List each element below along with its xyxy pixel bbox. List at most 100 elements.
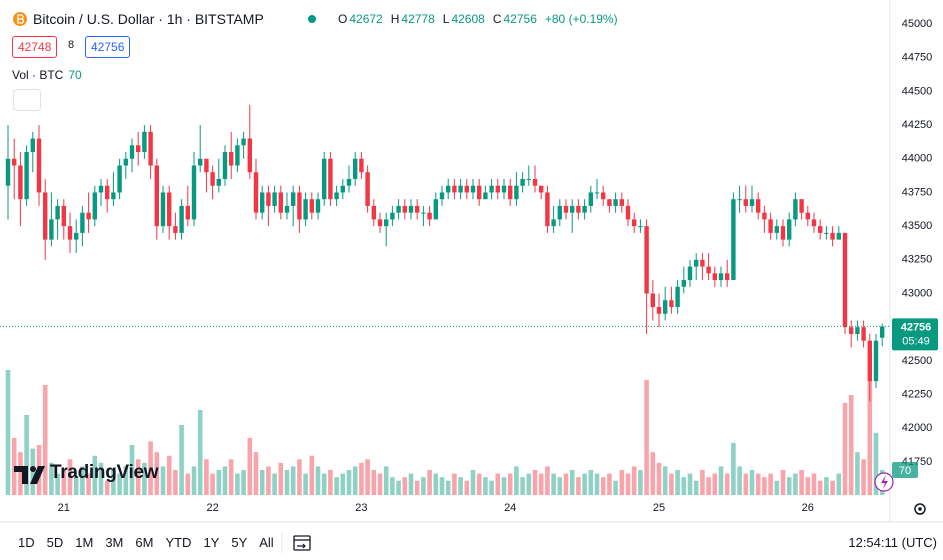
y-tick-label: 43000 <box>902 287 933 299</box>
volume-bar <box>805 477 811 495</box>
candle-body <box>793 199 798 220</box>
volume-bar <box>476 473 482 495</box>
volume-bar <box>786 477 792 495</box>
candle-body <box>563 205 569 213</box>
candle-body <box>489 185 494 193</box>
volume-bar <box>328 470 333 495</box>
candle-body <box>129 145 135 159</box>
candle-body <box>526 178 531 180</box>
candle-body <box>365 172 370 206</box>
candle-body <box>98 185 104 193</box>
volume-bar <box>662 466 668 495</box>
volume-bar <box>73 477 79 495</box>
candle-body <box>117 165 122 193</box>
volume-bar <box>638 470 643 495</box>
candle-body <box>61 205 66 227</box>
ask-button[interactable]: 42756 <box>85 36 131 58</box>
volume-bar <box>861 459 866 495</box>
date-range-icon[interactable] <box>293 535 311 551</box>
volume-tag-label: 70 <box>899 465 911 477</box>
candle-body <box>687 266 693 281</box>
period-button[interactable]: 1D <box>18 535 35 550</box>
volume-bar <box>402 477 408 495</box>
volume-bar <box>266 466 271 495</box>
ohlc-value: 42778 <box>401 12 435 26</box>
volume-bar <box>352 466 358 495</box>
candle-body <box>725 273 730 281</box>
settings-icon[interactable] <box>914 503 926 515</box>
candle-body <box>873 340 879 382</box>
candle-body <box>588 192 593 206</box>
period-button[interactable]: YTD <box>165 535 192 550</box>
volume-bar <box>762 477 767 495</box>
candle-body <box>774 226 779 233</box>
period-button[interactable]: 5Y <box>231 535 248 550</box>
volume-bar <box>340 473 346 495</box>
volume-bar <box>551 473 556 495</box>
period-button[interactable]: 1M <box>75 535 94 550</box>
candle-body <box>576 205 581 213</box>
y-tick-label: 44250 <box>902 119 933 131</box>
candle-body <box>179 205 184 233</box>
candle-body <box>396 205 401 213</box>
x-tick-label: 25 <box>653 502 665 514</box>
volume-bar <box>191 466 197 495</box>
volume-bar <box>644 380 649 495</box>
candle-body <box>291 192 296 206</box>
candle-body <box>36 138 42 193</box>
volume-bar <box>737 466 742 495</box>
candle-body <box>55 205 60 220</box>
volume-bar <box>470 470 476 495</box>
candle-body <box>334 192 339 200</box>
candle-body <box>508 185 513 200</box>
candle-body <box>446 185 451 193</box>
candle-body <box>650 293 655 308</box>
candle-layer <box>5 104 885 402</box>
period-button[interactable]: 3M <box>105 535 124 550</box>
candle-body <box>625 205 631 220</box>
volume-bar <box>824 477 829 495</box>
candle-body <box>346 178 352 186</box>
bid-button[interactable]: 42748 <box>12 36 58 58</box>
volume-bar <box>315 466 321 495</box>
volume-bar <box>706 477 711 495</box>
candle-body <box>570 205 575 213</box>
volume-bar <box>848 395 854 495</box>
countdown: 05:49 <box>902 335 930 347</box>
volume-bar <box>532 470 538 495</box>
candle-body <box>514 185 519 200</box>
volume-bar <box>439 477 445 495</box>
candle-body <box>601 192 606 200</box>
volume-bar <box>507 473 513 495</box>
axis-layer: 4175042000422504250042750430004325043500… <box>0 18 938 514</box>
change: +80 (+0.19%) <box>544 12 618 26</box>
collapse-button[interactable] <box>13 89 41 111</box>
volume-bar <box>631 466 637 495</box>
volume-bar <box>600 477 606 495</box>
candle-body <box>787 219 792 240</box>
candle-body <box>421 212 426 214</box>
candle-body <box>384 219 389 227</box>
candle-body <box>216 178 221 186</box>
volume-bar <box>594 473 600 495</box>
candle-body <box>768 219 773 233</box>
volume-bar <box>67 459 73 495</box>
candle-body <box>315 199 321 213</box>
volume-bar <box>743 473 749 495</box>
candle-body <box>309 199 314 213</box>
volume-bar <box>241 470 246 495</box>
period-button[interactable]: All <box>259 535 274 550</box>
volume-bar <box>836 473 842 495</box>
volume-bar <box>396 480 401 495</box>
volume-bar <box>557 477 563 495</box>
candle-body <box>464 185 469 193</box>
volume-bar <box>210 473 215 495</box>
period-button[interactable]: 1Y <box>203 535 220 550</box>
candle-body <box>30 138 35 153</box>
volume-bar <box>842 402 848 495</box>
candle-body <box>780 226 786 240</box>
period-button[interactable]: 6M <box>135 535 154 550</box>
period-button[interactable]: 5D <box>46 535 64 550</box>
candle-body <box>167 192 172 227</box>
